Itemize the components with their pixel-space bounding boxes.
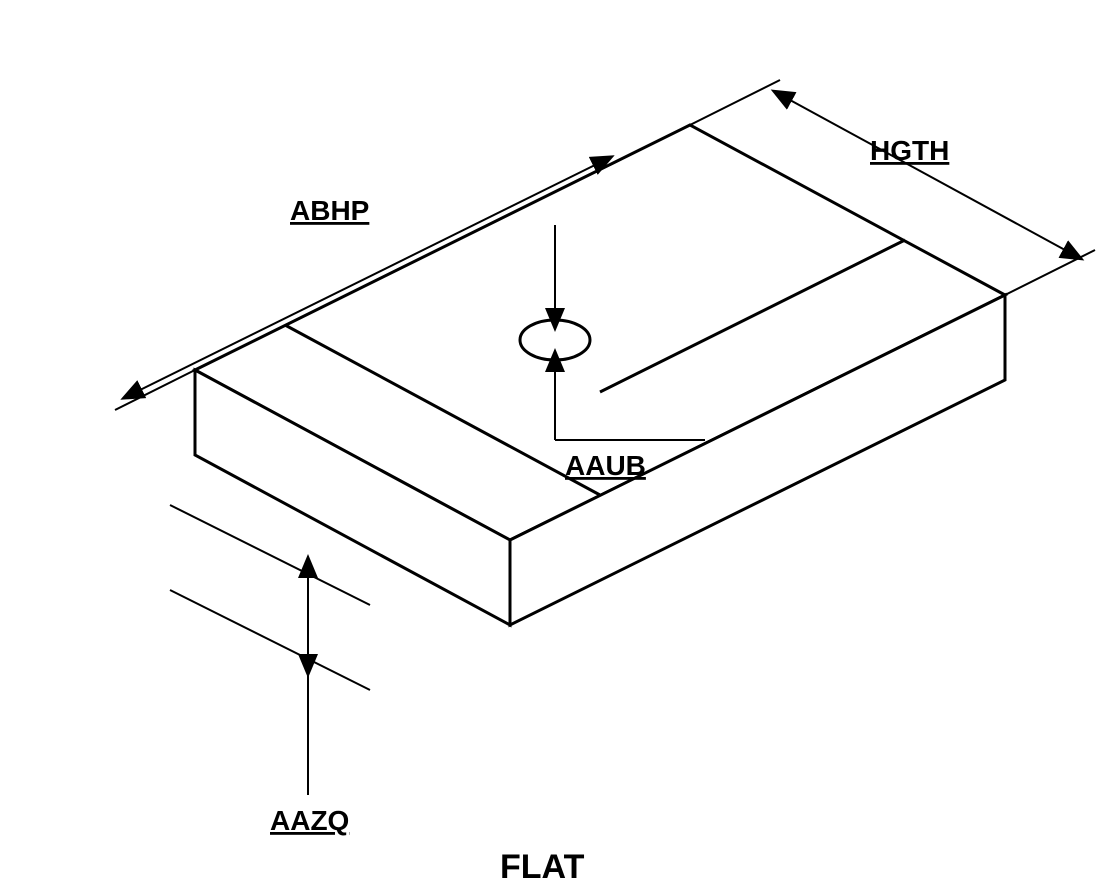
hole [520, 320, 590, 360]
engineering-diagram: ABHP HGTH AAZQ AAUB FLAT [0, 0, 1110, 893]
abhp-label: ABHP [290, 195, 369, 226]
aazq-label: AAZQ [270, 805, 349, 836]
diagram-title: FLAT [500, 848, 585, 886]
hgth-label: HGTH [870, 135, 949, 166]
dim-aazq [170, 505, 370, 795]
aaub-label: AAUB [565, 450, 646, 481]
